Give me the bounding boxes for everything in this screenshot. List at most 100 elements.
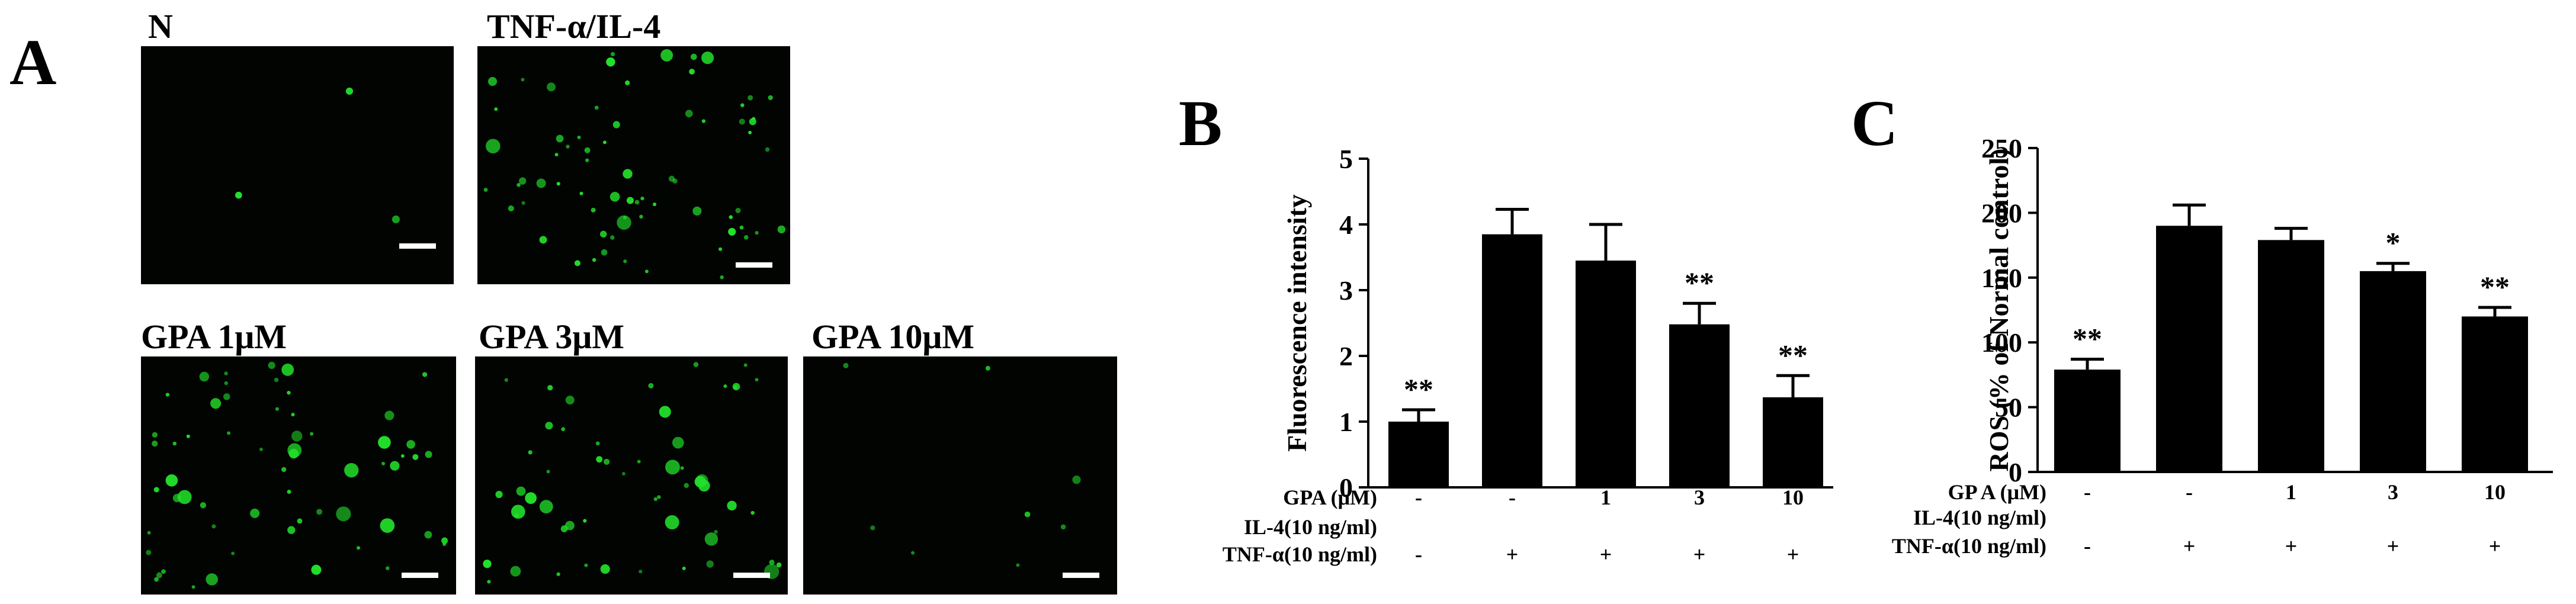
y-tick-label: 200 (1981, 198, 2022, 228)
fluorescent-spot (525, 492, 537, 505)
fluorescent-spot (412, 454, 419, 460)
fluorescent-spot (718, 247, 723, 251)
fluorescent-spot (546, 470, 550, 474)
fluorescent-spot (210, 398, 222, 409)
micrograph-tnf-il4 (477, 46, 790, 284)
condition-value: + (2285, 534, 2298, 558)
fluorescent-spot (735, 207, 741, 214)
scale-bar (1063, 573, 1099, 578)
micrograph-gpa-1um (141, 356, 456, 595)
fluorescent-spot (565, 396, 575, 405)
y-tick-label: 2 (1339, 341, 1353, 371)
fluorescent-spot (623, 259, 627, 264)
fluorescent-spot (311, 564, 322, 575)
fluorescent-spot (161, 569, 166, 574)
fluorescent-spot (384, 410, 394, 420)
fluorescent-spot (287, 526, 296, 534)
fluorescent-spot (165, 393, 170, 397)
fluorescent-spot (648, 383, 654, 388)
condition-value: - (1415, 486, 1422, 509)
micrograph-gpa-10um (803, 356, 1117, 595)
condition-value: 3 (2388, 480, 2398, 504)
fluorescent-spot (390, 461, 400, 471)
fluorescent-spot (911, 551, 915, 555)
bar (2258, 240, 2324, 472)
y-tick-label: 50 (1995, 393, 2022, 423)
fluorescent-spot (765, 147, 770, 152)
fluorescent-spot (644, 269, 649, 274)
condition-value: 1 (1600, 486, 1611, 509)
fluorescent-spot (211, 524, 216, 529)
fluorescent-spot (545, 422, 553, 430)
scale-bar (733, 573, 770, 578)
significance-mark: ** (1404, 372, 1433, 406)
fluorescent-spot (610, 52, 615, 57)
condition-value: + (2183, 534, 2196, 558)
fluorescent-spot (701, 52, 714, 65)
scale-bar (736, 262, 772, 268)
fluorescent-spot (652, 203, 657, 207)
fluorescent-spot (684, 483, 689, 489)
fluorescent-spot (750, 510, 755, 515)
condition-value: + (1600, 542, 1612, 566)
fluorescent-spot (199, 371, 210, 382)
fluorescent-spot (274, 377, 279, 383)
fluorescent-spot (378, 436, 391, 449)
fluorescent-spot (704, 532, 718, 546)
fluorescent-spot (554, 153, 559, 157)
y-axis-title: ROS (% of Normal control) (1984, 149, 2014, 472)
condition-label: IL-4(10 ng/ml) (1244, 515, 1377, 539)
fluorescent-spot (776, 562, 782, 568)
fluorescent-spot (152, 441, 158, 447)
fluorescent-spot (748, 95, 753, 101)
fluorescent-spot (609, 191, 620, 202)
fluorescent-spot (584, 147, 591, 153)
condition-value: 10 (2484, 480, 2506, 504)
bar (1669, 324, 1730, 487)
scale-bar (402, 573, 438, 578)
fluorescent-spot (1072, 476, 1081, 484)
fluorescent-spot (660, 49, 673, 62)
fluorescent-spot (625, 80, 630, 85)
fluorescent-spot (291, 413, 295, 417)
fluorescent-spot (547, 385, 553, 391)
panel-b-letter: B (1179, 87, 1222, 159)
fluorescent-spot (682, 566, 686, 570)
condition-value: + (1693, 542, 1706, 566)
panel-a-letter: A (9, 26, 57, 98)
condition-value: - (2084, 480, 2091, 504)
fluorescent-spot (281, 467, 287, 473)
fluorescent-spot (547, 82, 556, 92)
fluorescent-spot (672, 178, 678, 184)
fluorescent-spot (224, 371, 228, 375)
fluorescent-spot (153, 487, 159, 493)
fluorescent-spot (392, 215, 400, 223)
bar (1482, 234, 1542, 487)
bar (2462, 316, 2528, 472)
fluorescent-spot (733, 385, 737, 390)
image-label-gpa-1um: GPA 1μM (141, 317, 287, 356)
fluorescent-spot (665, 515, 679, 529)
fluorescent-spots (146, 361, 448, 589)
bar (2156, 226, 2222, 472)
fluorescent-spot (601, 249, 608, 256)
fluorescent-spot (690, 53, 697, 60)
fluorescent-spot (637, 460, 641, 464)
fluorescent-spot (689, 69, 695, 75)
y-tick-label: 0 (2009, 457, 2022, 487)
fluorescent-spot (495, 490, 503, 499)
fluorescent-spot (685, 110, 693, 118)
y-tick-label: 5 (1339, 144, 1353, 174)
fluorescent-spot (206, 573, 218, 586)
fluorescent-spot (344, 462, 359, 478)
bar (2054, 370, 2121, 472)
fluorescent-spot (172, 441, 177, 446)
fluorescent-spot (259, 447, 263, 451)
fluorescent-spot (504, 378, 508, 382)
fluorescent-spot (177, 490, 192, 505)
fluorescent-spot (755, 378, 759, 382)
fluorescent-spot (579, 191, 583, 195)
fluorescent-spot (291, 430, 303, 442)
